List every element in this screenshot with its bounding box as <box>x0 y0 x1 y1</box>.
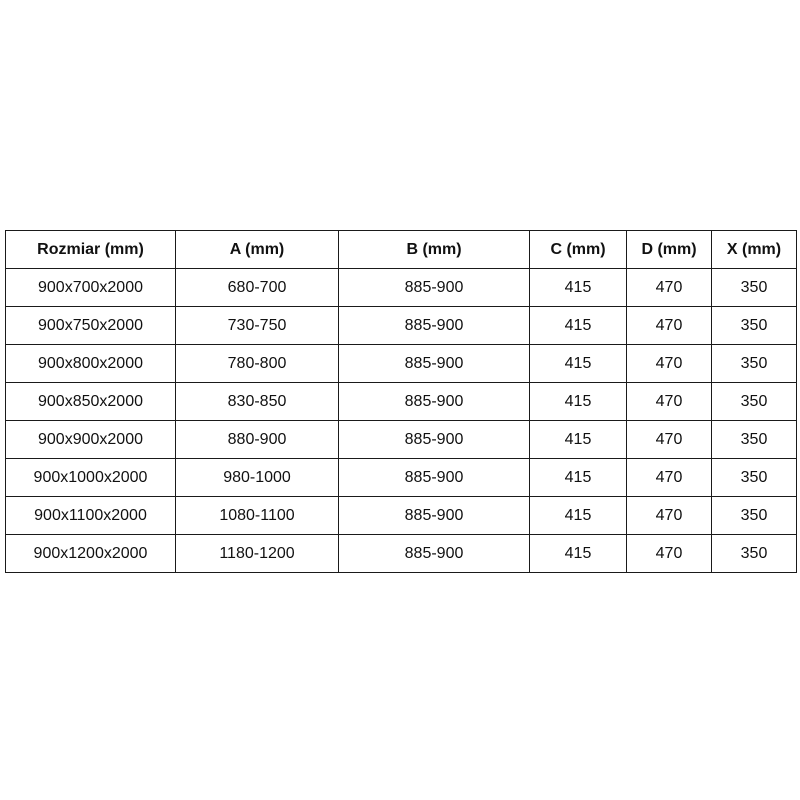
cell-x: 350 <box>711 306 797 345</box>
cell-a: 980-1000 <box>175 458 339 497</box>
cell-c: 415 <box>529 306 627 345</box>
cell-c: 415 <box>529 268 627 307</box>
header-a: A (mm) <box>175 230 339 269</box>
cell-c: 415 <box>529 344 627 383</box>
cell-size: 900x750x2000 <box>5 306 176 345</box>
table-row: 900x1200x2000 1180-1200 885-900 415 470 350 <box>5 534 797 573</box>
cell-b: 885-900 <box>338 382 530 421</box>
table-row: 900x750x2000 730-750 885-900 415 470 350 <box>5 306 797 345</box>
cell-a: 680-700 <box>175 268 339 307</box>
cell-a: 830-850 <box>175 382 339 421</box>
table-row: 900x1000x2000 980-1000 885-900 415 470 350 <box>5 458 797 497</box>
cell-b: 885-900 <box>338 268 530 307</box>
cell-c: 415 <box>529 382 627 421</box>
table-row: 900x1100x2000 1080-1100 885-900 415 470 350 <box>5 496 797 535</box>
table-row: 900x850x2000 830-850 885-900 415 470 350 <box>5 382 797 421</box>
cell-b: 885-900 <box>338 306 530 345</box>
cell-x: 350 <box>711 458 797 497</box>
cell-b: 885-900 <box>338 420 530 459</box>
cell-d: 470 <box>626 306 712 345</box>
cell-size: 900x1200x2000 <box>5 534 176 573</box>
header-c: C (mm) <box>529 230 627 269</box>
cell-a: 1180-1200 <box>175 534 339 573</box>
cell-b: 885-900 <box>338 534 530 573</box>
cell-size: 900x900x2000 <box>5 420 176 459</box>
cell-d: 470 <box>626 344 712 383</box>
cell-d: 470 <box>626 534 712 573</box>
cell-d: 470 <box>626 420 712 459</box>
cell-a: 780-800 <box>175 344 339 383</box>
header-row: Rozmiar (mm) A (mm) B (mm) C (mm) D (mm) X (m… <box>5 230 797 269</box>
cell-c: 415 <box>529 534 627 573</box>
table-row: 900x900x2000 880-900 885-900 415 470 350 <box>5 420 797 459</box>
dimensions-table: Rozmiar (mm) A (mm) B (mm) C (mm) D (mm) X (m… <box>5 230 797 573</box>
cell-size: 900x1100x2000 <box>5 496 176 535</box>
cell-size: 900x700x2000 <box>5 268 176 307</box>
cell-x: 350 <box>711 344 797 383</box>
table-row: 900x700x2000 680-700 885-900 415 470 350 <box>5 268 797 307</box>
cell-x: 350 <box>711 496 797 535</box>
header-x: X (mm) <box>711 230 797 269</box>
table-row: 900x800x2000 780-800 885-900 415 470 350 <box>5 344 797 383</box>
cell-x: 350 <box>711 534 797 573</box>
cell-b: 885-900 <box>338 496 530 535</box>
cell-c: 415 <box>529 496 627 535</box>
header-size: Rozmiar (mm) <box>5 230 176 269</box>
cell-a: 730-750 <box>175 306 339 345</box>
cell-x: 350 <box>711 382 797 421</box>
cell-b: 885-900 <box>338 458 530 497</box>
cell-size: 900x850x2000 <box>5 382 176 421</box>
cell-c: 415 <box>529 458 627 497</box>
cell-x: 350 <box>711 268 797 307</box>
cell-d: 470 <box>626 268 712 307</box>
cell-d: 470 <box>626 496 712 535</box>
cell-size: 900x1000x2000 <box>5 458 176 497</box>
cell-c: 415 <box>529 420 627 459</box>
cell-a: 1080-1100 <box>175 496 339 535</box>
cell-a: 880-900 <box>175 420 339 459</box>
cell-size: 900x800x2000 <box>5 344 176 383</box>
header-b: B (mm) <box>338 230 530 269</box>
cell-b: 885-900 <box>338 344 530 383</box>
cell-x: 350 <box>711 420 797 459</box>
cell-d: 470 <box>626 382 712 421</box>
header-d: D (mm) <box>626 230 712 269</box>
cell-d: 470 <box>626 458 712 497</box>
